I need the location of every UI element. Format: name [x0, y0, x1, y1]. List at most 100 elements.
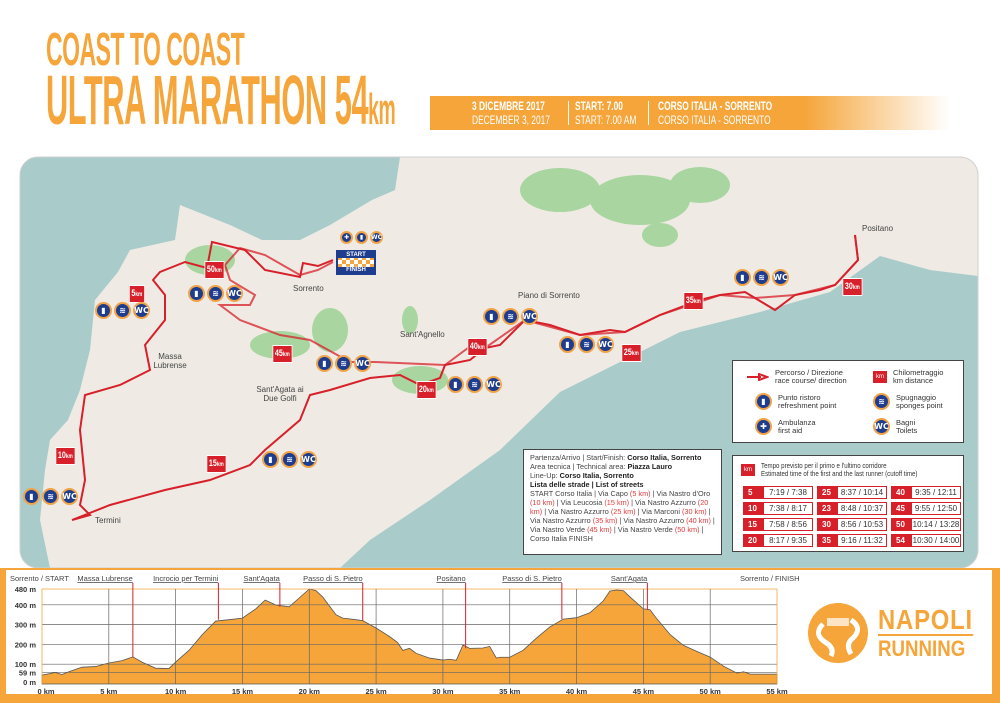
aid-station[interactable]: ✚ ▮ WC — [340, 231, 383, 244]
start-label: Sorrento / START — [10, 574, 69, 583]
time-value: 7:58 / 8:56 — [769, 520, 807, 529]
aid-it: Ambulanza — [778, 417, 816, 427]
km-value: 50 — [206, 264, 215, 274]
km-unit: km — [852, 285, 860, 291]
drink-it: Punto ristoro — [778, 392, 821, 402]
km-value: 40 — [469, 341, 478, 351]
aid-station[interactable]: ▮ ≋ WC — [734, 269, 789, 286]
km-value: 45 — [274, 348, 283, 358]
sponge-icon: ≋ — [466, 376, 483, 393]
cup-icon: ▮ — [188, 285, 205, 302]
napoli-running-logo — [808, 603, 868, 663]
aid-station[interactable]: ▮ ≋ WC — [447, 376, 502, 393]
wc-icon: WC — [226, 285, 243, 302]
street-name: | Via Leucosia — [554, 498, 605, 507]
drink-en: refreshment point — [778, 400, 837, 410]
km-marker-45: 45km — [272, 345, 293, 363]
time-value: 10:30 / 14:00 — [912, 536, 960, 545]
aid-station[interactable]: ▮ ≋ WC — [559, 336, 614, 353]
street-km: (45 km) — [587, 525, 612, 534]
x-tick-label: 30 km — [432, 687, 454, 696]
y-tick-label: 200 m — [15, 640, 37, 649]
first-aid-icon: ✚ — [755, 418, 772, 435]
km-value: 10 — [57, 450, 66, 460]
sponge-icon: ≋ — [753, 269, 770, 286]
km-it: Chilometraggio — [893, 368, 944, 377]
time-row: 30 8:56 / 10:53 — [817, 518, 887, 531]
banner-date: 3 DICEMBRE 2017 DECEMBER 3, 2017 — [472, 99, 550, 127]
title-ultra-marathon: ULTRA MARATHON 54km — [46, 60, 396, 140]
park-area — [402, 306, 418, 334]
start-finish-info: Partenza/Arrivo | Start/Finish: Corso It… — [530, 453, 715, 462]
street-name: | Corso Italia FINISH — [530, 525, 704, 543]
times-title-en: Estimated time of the first and the last… — [761, 469, 918, 478]
street-name: | Via Marconi — [635, 507, 682, 516]
sponge-icon: ≋ — [502, 308, 519, 325]
cup-icon: ▮ — [262, 451, 279, 468]
info-box: Partenza/Arrivo | Start/Finish: Corso It… — [523, 449, 722, 555]
place-en: CORSO ITALIA - SORRENTO — [658, 113, 771, 127]
times-header: km Tempo previsto per il primo e l'ultimo… — [741, 462, 952, 478]
time-row: 45 9:55 / 12:50 — [891, 502, 961, 515]
divider — [568, 101, 569, 125]
finish-label: FINISH — [338, 267, 374, 273]
time-km: 10 — [744, 503, 764, 514]
x-tick-label: 45 km — [633, 687, 655, 696]
date-en: DECEMBER 3, 2017 — [472, 113, 550, 127]
banner-start: START: 7.00 START: 7.00 AM — [575, 99, 636, 127]
cup-icon: ▮ — [755, 393, 772, 410]
title-text: ULTRA MARATHON 54 — [46, 61, 369, 139]
time-km: 50 — [892, 519, 912, 530]
value: Piazza Lauro — [627, 462, 673, 471]
km-en: km distance — [893, 376, 934, 385]
wc-icon: WC — [772, 269, 789, 286]
aid-station[interactable]: ▮ ≋ WC — [262, 451, 317, 468]
legend-aid: ✚ Ambulanza first aid — [755, 418, 816, 435]
aid-station[interactable]: ▮ ≋ WC — [483, 308, 538, 325]
km-value: 15 — [208, 458, 217, 468]
street-name: | Via Nastro Azzurro — [617, 516, 687, 525]
park-area — [520, 168, 600, 212]
start-finish-flag: START FINISH — [336, 250, 376, 275]
x-tick-label: 20 km — [299, 687, 321, 696]
time-value: 8:37 / 10:14 — [840, 488, 884, 497]
time-row: 23 8:48 / 10:37 — [817, 502, 887, 515]
km-marker-30: 30km — [842, 278, 863, 296]
km-marker-20: 20km — [416, 381, 437, 399]
aid-station[interactable]: ▮ ≋ WC — [23, 488, 78, 505]
sponge-icon: ≋ — [873, 393, 890, 410]
waypoint-label: Passo di S. Pietro — [502, 574, 562, 583]
aid-station[interactable]: ▮ ≋ WC — [95, 302, 150, 319]
town-label: Sant'Agata ai Due Golfi — [256, 385, 304, 403]
time-km: 20 — [744, 535, 764, 546]
town-label: Sant'Agnello — [400, 330, 445, 339]
sponge-en: sponges point — [896, 400, 943, 410]
time-value: 9:55 / 12:50 — [914, 504, 958, 513]
km-marker-25: 25km — [621, 344, 642, 362]
aid-station[interactable]: ▮ ≋ WC — [188, 285, 243, 302]
time-km: 45 — [892, 503, 912, 514]
label: Line-Up: — [530, 471, 558, 480]
cup-icon: ▮ — [23, 488, 40, 505]
time-value: 8:56 / 10:53 — [840, 520, 884, 529]
label: Area tecnica | Technical area: — [530, 462, 626, 471]
street-km: (20 km) — [530, 498, 709, 516]
km-marker-15: 15km — [206, 455, 227, 473]
town-label: Sorrento — [293, 284, 324, 293]
time-km: 35 — [818, 535, 838, 546]
x-tick-label: 55 km — [766, 687, 788, 696]
aid-station[interactable]: ▮ ≋ WC — [316, 355, 371, 372]
event-banner: 3 DICEMBRE 2017 DECEMBER 3, 2017 START: 7… — [430, 96, 950, 130]
town-label: Positano — [862, 224, 894, 233]
legend-km: km Chilometraggio km distance — [873, 369, 943, 385]
wc-icon: WC — [485, 376, 502, 393]
time-value: 9:35 / 12:11 — [915, 488, 957, 497]
km-unit: km — [135, 292, 143, 298]
time-km: 5 — [744, 487, 764, 498]
wc-icon: WC — [354, 355, 371, 372]
street-km: (25 km) — [610, 507, 636, 516]
time-row: 35 9:16 / 11:32 — [817, 534, 887, 547]
y-tick-label: 300 m — [15, 621, 37, 630]
wc-icon: WC — [521, 308, 538, 325]
